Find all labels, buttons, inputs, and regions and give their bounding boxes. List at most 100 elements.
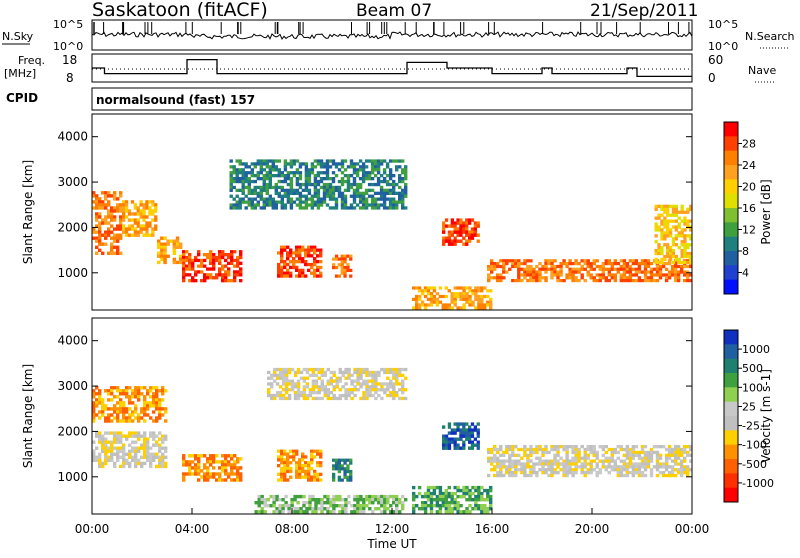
velocity-cell bbox=[365, 396, 369, 401]
power-cell bbox=[663, 216, 667, 220]
velocity-cell bbox=[670, 473, 675, 478]
power-cell bbox=[139, 212, 143, 216]
velocity-cell bbox=[320, 373, 324, 377]
velocity-cell bbox=[296, 393, 301, 398]
power-cell bbox=[392, 174, 396, 178]
velocity-cell bbox=[329, 379, 333, 383]
power-cell bbox=[298, 260, 302, 264]
velocity-cell bbox=[547, 465, 551, 469]
power-cell bbox=[265, 165, 269, 169]
velocity-cell bbox=[429, 504, 434, 508]
velocity-cell bbox=[395, 494, 399, 499]
power-cell bbox=[197, 253, 201, 257]
velocity-cell bbox=[468, 431, 472, 435]
velocity-cell bbox=[631, 462, 636, 466]
velocity-cell bbox=[508, 459, 512, 463]
velocity-cell bbox=[227, 460, 231, 464]
power-cell bbox=[382, 206, 387, 210]
velocity-cell bbox=[386, 367, 390, 372]
velocity-cell bbox=[341, 393, 345, 398]
power-cell bbox=[346, 165, 351, 169]
power-cell bbox=[265, 182, 269, 187]
velocity-cell bbox=[293, 510, 297, 514]
power-cell bbox=[646, 279, 651, 283]
velocity-cell bbox=[140, 410, 144, 414]
power-cell bbox=[654, 257, 658, 262]
velocity-cell bbox=[155, 440, 159, 444]
velocity-cell bbox=[164, 419, 168, 423]
power-cell bbox=[119, 191, 123, 195]
velocity-cell bbox=[272, 510, 276, 514]
velocity-cell bbox=[158, 461, 162, 466]
power-cell bbox=[265, 197, 269, 201]
cpid-program: normalsound (fast) 157 bbox=[96, 93, 255, 107]
velocity-cell bbox=[395, 501, 399, 505]
velocity-cell bbox=[514, 468, 518, 472]
power-cell bbox=[538, 279, 542, 283]
velocity-cell bbox=[371, 370, 375, 375]
velocity-cell bbox=[113, 404, 117, 408]
power-cell bbox=[221, 273, 225, 277]
power-cell bbox=[151, 212, 155, 216]
velocity-cell bbox=[349, 461, 353, 465]
power-cell bbox=[523, 273, 527, 277]
velocity-cell bbox=[686, 473, 690, 478]
power-cell bbox=[229, 177, 233, 181]
velocity-cell bbox=[508, 447, 512, 452]
power-cell bbox=[113, 251, 117, 255]
velocity-cell bbox=[296, 510, 300, 514]
power-cell bbox=[340, 197, 345, 201]
power-cell bbox=[523, 259, 527, 263]
power-cell bbox=[160, 257, 164, 262]
velocity-cell bbox=[287, 388, 292, 392]
velocity-cell bbox=[374, 382, 378, 386]
velocity-cell bbox=[471, 507, 475, 511]
velocity-cell bbox=[389, 391, 393, 395]
velocity-cell bbox=[526, 473, 530, 478]
velocity-cell bbox=[320, 498, 324, 502]
power-cell bbox=[689, 264, 693, 269]
power-cell bbox=[154, 215, 158, 219]
power-cell bbox=[438, 300, 443, 304]
velocity-cell bbox=[538, 468, 542, 472]
velocity-cell bbox=[547, 468, 551, 472]
power-cell bbox=[398, 174, 402, 178]
velocity-cell bbox=[640, 473, 645, 478]
velocity-cell bbox=[371, 379, 375, 383]
velocity-cell bbox=[487, 447, 491, 452]
velocity-cell bbox=[395, 370, 399, 375]
velocity-cell bbox=[332, 464, 336, 468]
power-cell bbox=[468, 221, 472, 225]
power-cell bbox=[325, 162, 330, 166]
velocity-cell bbox=[508, 465, 512, 469]
velocity-cell bbox=[477, 498, 481, 502]
power-cell bbox=[511, 279, 515, 283]
velocity-cell bbox=[470, 434, 475, 438]
power-cell bbox=[116, 197, 120, 201]
velocity-cell bbox=[571, 456, 575, 460]
velocity-cell bbox=[646, 459, 651, 463]
velocity-cell bbox=[556, 453, 560, 457]
power-cell bbox=[404, 194, 408, 198]
power-cell bbox=[373, 182, 378, 187]
power-cell bbox=[622, 270, 627, 274]
power-cell bbox=[268, 200, 272, 204]
velocity-cell bbox=[595, 453, 599, 457]
power-cell bbox=[95, 230, 99, 234]
power-cell bbox=[175, 260, 180, 265]
velocity-cell bbox=[267, 370, 271, 375]
power-cell bbox=[122, 212, 126, 216]
power-cell bbox=[340, 203, 345, 207]
velocity-cell bbox=[128, 398, 132, 402]
power-cell bbox=[337, 257, 341, 261]
velocity-cell bbox=[270, 373, 274, 377]
velocity-cell bbox=[269, 494, 273, 499]
velocity-cell bbox=[625, 471, 630, 475]
velocity-cell bbox=[456, 422, 460, 426]
power-cell bbox=[283, 177, 288, 181]
velocity-cell bbox=[616, 465, 620, 469]
velocity-cell bbox=[287, 393, 292, 398]
velocity-cell bbox=[447, 422, 452, 426]
power-cell bbox=[364, 188, 369, 192]
velocity-cell bbox=[280, 472, 284, 476]
